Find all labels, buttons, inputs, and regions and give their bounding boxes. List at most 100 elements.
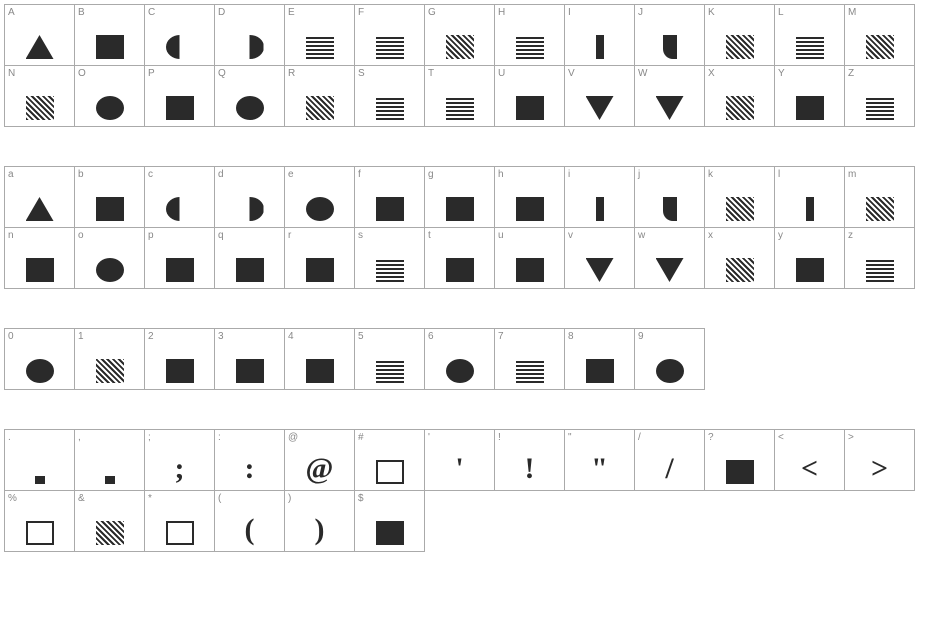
char-cell[interactable]: D [214,4,285,66]
glyph-6 [446,359,474,383]
char-cell[interactable]: l [774,166,845,228]
char-cell[interactable]: A [4,4,75,66]
char-cell[interactable]: 9 [634,328,705,390]
char-cell[interactable]: M [844,4,915,66]
cell-label: " [568,432,572,443]
char-cell[interactable]: h [494,166,565,228]
cell-label: b [78,169,84,180]
glyph-i [596,197,604,221]
char-cell[interactable]: << [774,429,845,491]
char-cell[interactable]: >> [844,429,915,491]
char-cell[interactable]: 5 [354,328,425,390]
char-cell[interactable]: '' [424,429,495,491]
char-cell[interactable]: L [774,4,845,66]
char-cell[interactable]: # [354,429,425,491]
char-cell[interactable]: V [564,65,635,127]
char-cell[interactable]: H [494,4,565,66]
char-cell[interactable]: 8 [564,328,635,390]
char-cell[interactable]: (( [214,490,285,552]
char-cell[interactable]: * [144,490,215,552]
char-cell[interactable]: 3 [214,328,285,390]
char-cell[interactable]: r [284,227,355,289]
cell-label: M [848,7,856,18]
char-cell[interactable]: 4 [284,328,355,390]
char-cell[interactable]: w [634,227,705,289]
char-cell[interactable]: :: [214,429,285,491]
cell-label: l [778,169,780,180]
char-cell[interactable]: j [634,166,705,228]
cell-label: X [708,68,715,79]
char-cell[interactable]: N [4,65,75,127]
char-cell[interactable]: n [4,227,75,289]
glyph-1 [96,359,124,383]
char-cell[interactable]: T [424,65,495,127]
glyph-;: ; [175,454,185,484]
cell-label: K [708,7,715,18]
char-cell[interactable]: ? [704,429,775,491]
char-cell[interactable]: x [704,227,775,289]
char-cell[interactable]: X [704,65,775,127]
char-cell[interactable]: & [74,490,145,552]
char-cell[interactable]: i [564,166,635,228]
char-cell[interactable]: u [494,227,565,289]
char-cell[interactable]: m [844,166,915,228]
char-cell[interactable]: 2 [144,328,215,390]
char-cell[interactable]: O [74,65,145,127]
char-cell[interactable]: )) [284,490,355,552]
char-cell[interactable]: F [354,4,425,66]
char-cell[interactable]: o [74,227,145,289]
cell-label: 7 [498,331,504,342]
uppercase-section: ABCDEFGHIJK LM NOPQRS TUVWX YZ [4,4,934,126]
char-cell[interactable]: K [704,4,775,66]
char-cell[interactable]: E [284,4,355,66]
char-cell[interactable]: e [284,166,355,228]
char-cell[interactable]: Q [214,65,285,127]
glyph-m [866,197,894,221]
char-cell[interactable]: v [564,227,635,289]
char-cell[interactable]: R [284,65,355,127]
char-cell[interactable]: s [354,227,425,289]
char-cell[interactable]: f [354,166,425,228]
char-cell[interactable]: W [634,65,705,127]
char-cell[interactable]: a [4,166,75,228]
char-cell[interactable]: // [634,429,705,491]
char-cell[interactable]: 7 [494,328,565,390]
char-cell[interactable]: z [844,227,915,289]
char-cell[interactable]: G [424,4,495,66]
char-cell[interactable]: C [144,4,215,66]
cell-label: n [8,230,14,241]
char-cell[interactable]: k [704,166,775,228]
char-cell[interactable]: S [354,65,425,127]
char-cell[interactable]: b [74,166,145,228]
char-cell[interactable]: g [424,166,495,228]
char-cell[interactable]: , [74,429,145,491]
char-cell[interactable]: P [144,65,215,127]
char-cell[interactable]: p [144,227,215,289]
char-cell[interactable]: . [4,429,75,491]
char-cell[interactable]: 1 [74,328,145,390]
char-cell[interactable]: J [634,4,705,66]
char-cell[interactable]: % [4,490,75,552]
glyph-": " [591,454,608,484]
char-cell[interactable]: $ [354,490,425,552]
char-cell[interactable]: !! [494,429,565,491]
char-cell[interactable]: y [774,227,845,289]
char-cell[interactable]: 6 [424,328,495,390]
char-cell[interactable]: d [214,166,285,228]
char-cell[interactable]: Z [844,65,915,127]
char-cell[interactable]: c [144,166,215,228]
cell-label: v [568,230,573,241]
char-cell[interactable]: "" [564,429,635,491]
char-cell[interactable]: 0 [4,328,75,390]
char-cell[interactable]: B [74,4,145,66]
char-cell[interactable]: ;; [144,429,215,491]
char-cell[interactable]: q [214,227,285,289]
glyph-a [26,197,54,221]
char-cell[interactable]: I [564,4,635,66]
char-cell[interactable]: @@ [284,429,355,491]
cell-label: S [358,68,365,79]
char-cell[interactable]: Y [774,65,845,127]
cell-label: 4 [288,331,294,342]
char-cell[interactable]: U [494,65,565,127]
char-cell[interactable]: t [424,227,495,289]
